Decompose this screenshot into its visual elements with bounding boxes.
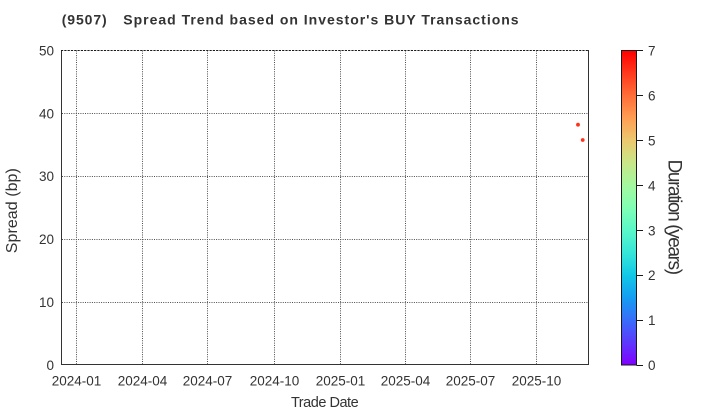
svg-text:Spread Trend based on Investor: Spread Trend based on Investor's BUY Tra…: [123, 12, 519, 28]
svg-text:Trade Date: Trade Date: [291, 395, 359, 411]
svg-text:2024-01: 2024-01: [52, 374, 102, 389]
svg-text:2025-01: 2025-01: [316, 374, 366, 389]
svg-text:1: 1: [648, 313, 656, 328]
svg-text:6: 6: [648, 88, 656, 103]
svg-text:20: 20: [39, 232, 54, 247]
svg-text:(9507): (9507): [62, 12, 107, 28]
svg-text:5: 5: [648, 133, 656, 148]
svg-text:2024-04: 2024-04: [118, 374, 168, 389]
svg-text:4: 4: [648, 178, 656, 193]
svg-text:0: 0: [648, 358, 656, 373]
svg-text:2024-07: 2024-07: [183, 374, 233, 389]
svg-text:40: 40: [39, 106, 54, 121]
svg-text:50: 50: [39, 43, 54, 58]
svg-text:2: 2: [648, 268, 656, 283]
svg-text:2024-10: 2024-10: [250, 374, 300, 389]
svg-text:Spread (bp): Spread (bp): [4, 168, 21, 253]
svg-text:3: 3: [648, 223, 656, 238]
svg-text:2025-04: 2025-04: [381, 374, 431, 389]
svg-text:10: 10: [39, 295, 54, 310]
svg-text:30: 30: [39, 169, 54, 184]
svg-text:7: 7: [648, 43, 656, 58]
svg-text:2025-10: 2025-10: [512, 374, 562, 389]
svg-text:0: 0: [46, 358, 54, 373]
svg-text:Duration (years): Duration (years): [664, 160, 685, 275]
svg-text:2025-07: 2025-07: [446, 374, 496, 389]
